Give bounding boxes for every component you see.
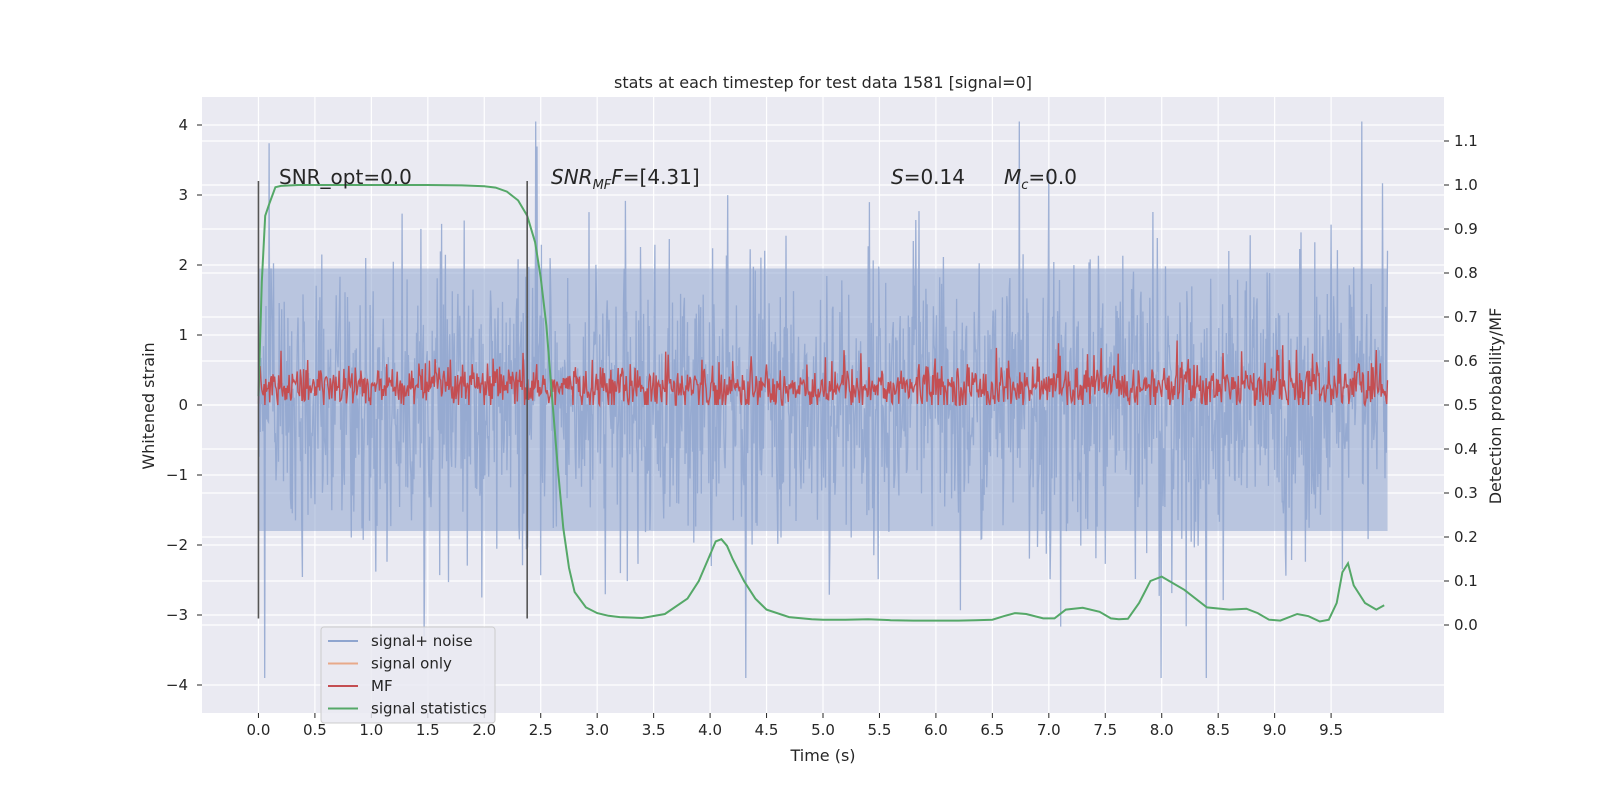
x-tick-label: 0.5 [303, 721, 327, 739]
x-tick-label: 2.5 [529, 721, 553, 739]
mc-value: =0.0 [1028, 165, 1077, 189]
annotations: SNR_opt=0.0 SNRMFF=[4.31] S=0.14 Mc=0.0 [279, 165, 1077, 193]
series-mf [257, 340, 1389, 408]
y-tick-label-left: −1 [166, 466, 188, 484]
y-tick-label-left: −4 [166, 676, 188, 694]
legend: signal+ noise signal only MF signal statist… [320, 626, 496, 724]
legend-box [320, 626, 496, 724]
x-tick-label: 4.5 [755, 721, 779, 739]
snr-mf-subscript: MF [593, 178, 612, 193]
y-tick-label-right: 0.9 [1454, 220, 1478, 238]
y-tick-label-right: 0.3 [1454, 484, 1478, 502]
annotation-snr-mf: SNRMFF=[4.31] [551, 165, 700, 193]
y-tick-label-left: 4 [178, 116, 188, 134]
annotation-snr-opt: SNR_opt=0.0 [279, 165, 412, 189]
annotation-s: S=0.14 [891, 165, 965, 189]
s-symbol: S [891, 165, 904, 189]
x-tick-label: 8.5 [1206, 721, 1230, 739]
x-tick-label: 5.0 [811, 721, 835, 739]
x-tick-label: 6.5 [980, 721, 1004, 739]
y-tick-label-right: 0.5 [1454, 396, 1478, 414]
y-tick-label-right: 1.0 [1454, 176, 1478, 194]
x-tick-label: 1.5 [416, 721, 440, 739]
y-axis-label-left: Whitened strain [139, 342, 158, 469]
annotation-mc: Mc=0.0 [1004, 165, 1077, 193]
y-tick-label-left: −2 [166, 536, 188, 554]
y-tick-label-right: 0.1 [1454, 572, 1478, 590]
y-tick-label-right: 0.0 [1454, 616, 1478, 634]
legend-label: signal only [371, 655, 452, 673]
x-tick-label: 9.0 [1263, 721, 1287, 739]
data-layer [257, 121, 1389, 679]
y-tick-label-left: 0 [178, 396, 188, 414]
y-tick-label-right: 0.4 [1454, 440, 1478, 458]
y-axis-label-right: Detection probability/MF [1486, 308, 1505, 505]
x-tick-label: 1.0 [359, 721, 383, 739]
legend-label: MF [371, 677, 393, 695]
snr-mf-f: F [611, 165, 623, 189]
snr-mf-symbol: SNR [551, 165, 593, 189]
x-tick-label: 3.0 [585, 721, 609, 739]
mc-subscript: c [1021, 178, 1028, 193]
y-tick-label-right: 0.2 [1454, 528, 1478, 546]
y-tick-label-left: −3 [166, 606, 188, 624]
x-tick-label: 7.0 [1037, 721, 1061, 739]
mc-symbol: M [1004, 165, 1021, 189]
y-tick-label-right: 1.1 [1454, 132, 1478, 150]
s-value: =0.14 [904, 165, 965, 189]
snr-mf-value: =[4.31] [623, 165, 700, 189]
y-tick-label-right: 0.7 [1454, 308, 1478, 326]
y-tick-label-right: 0.6 [1454, 352, 1478, 370]
legend-label: signal statistics [371, 700, 487, 718]
x-tick-label: 8.0 [1150, 721, 1174, 739]
x-tick-label: 6.0 [924, 721, 948, 739]
x-tick-label: 2.0 [472, 721, 496, 739]
legend-label: signal+ noise [371, 632, 473, 650]
axes: 0.0 0.5 1.0 1.5 2.0 2.5 3.0 3.5 4.0 4.5 5.0 5.5 6.0 6… [166, 116, 1478, 739]
x-tick-label: 9.5 [1319, 721, 1343, 739]
series-signal-noise [257, 121, 1389, 679]
y-tick-label-left: 1 [178, 326, 188, 344]
chart-title: stats at each timestep for test data 158… [614, 73, 1032, 92]
x-tick-label: 0.0 [247, 721, 271, 739]
x-tick-label: 7.5 [1093, 721, 1117, 739]
x-tick-label: 3.5 [642, 721, 666, 739]
y-tick-label-left: 2 [178, 256, 188, 274]
series-signal-statistics [257, 184, 1385, 623]
y-tick-label-left: 3 [178, 186, 188, 204]
x-tick-label: 4.0 [698, 721, 722, 739]
vertical-markers [257, 181, 528, 619]
x-axis-label: Time (s) [789, 746, 855, 765]
x-tick-label: 5.5 [868, 721, 892, 739]
y-tick-label-right: 0.8 [1454, 264, 1478, 282]
